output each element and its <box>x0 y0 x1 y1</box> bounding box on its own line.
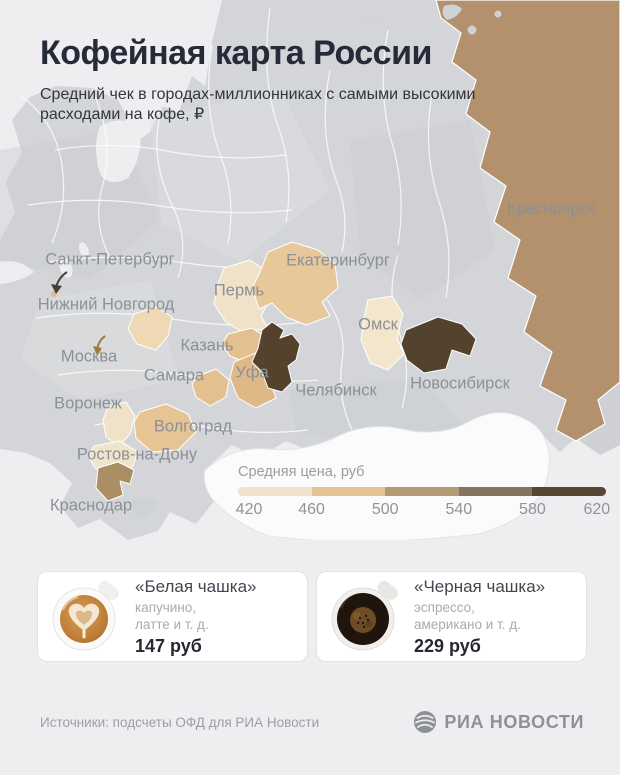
pointer-arrowhead-spb <box>51 284 62 294</box>
price-cards: «Белая чашка» капучино, латте и т. д. 14… <box>37 571 587 662</box>
city-label-rostov: Ростов-на-Дону <box>76 445 198 464</box>
pointer-arrowhead-moscow <box>93 346 102 355</box>
legend-color-swatch <box>532 487 606 496</box>
city-label-voronezh: Воронеж <box>54 394 122 413</box>
legend-tick: 580 <box>519 501 546 518</box>
island <box>467 25 477 35</box>
region-novosibirsk <box>400 316 477 374</box>
card-price: 147 руб <box>135 635 202 656</box>
kazakhstan-area <box>203 412 550 540</box>
region-omsk <box>360 295 405 371</box>
region-tone-patch <box>290 378 470 446</box>
legend-tick: 540 <box>445 501 473 518</box>
city-label-nizhny: Нижний Новгород <box>37 295 175 314</box>
city-label-perm: Пермь <box>213 281 265 300</box>
legend-tick: 420 <box>235 501 263 518</box>
region-samara <box>191 368 230 407</box>
city-label-samara: Самара <box>143 366 205 385</box>
legend-color-swatch <box>238 487 312 496</box>
subtitle-line: расходами на кофе, ₽ <box>40 106 205 123</box>
coast-bay <box>148 91 170 114</box>
city-label-novosibirsk: Новосибирск <box>410 374 510 393</box>
page-subtitle: Средний чек в городах-миллионниках с сам… <box>40 85 475 125</box>
island <box>442 4 462 21</box>
card-description: эспрессо, американо и т. д. <box>414 599 545 633</box>
region-voronezh <box>102 401 136 447</box>
region-nizhny <box>127 306 173 351</box>
footer: Источники: подсчеты ОФД для РИА Новости … <box>40 710 584 734</box>
russia-map <box>0 0 620 540</box>
card-desc-line: эспрессо, <box>414 599 475 615</box>
legend-tick: 620 <box>583 501 611 518</box>
region-krasnoyarsk <box>435 0 620 442</box>
white-cup-card: «Белая чашка» капучино, латте и т. д. 14… <box>37 571 308 662</box>
legend-color-swatch <box>311 487 386 496</box>
legend-tick: 500 <box>371 501 399 518</box>
city-label-krasnoyarsk: Красноярск <box>506 199 596 218</box>
black-cup-card: «Черная чашка» эспрессо, американо и т. … <box>316 571 587 662</box>
legend-tick: 460 <box>298 501 325 518</box>
card-title: «Белая чашка» <box>135 576 257 596</box>
city-label-kazan: Казань <box>180 336 234 355</box>
city-label-ufa: Уфа <box>235 363 269 382</box>
card-desc-line: капучино, <box>135 599 197 615</box>
legend-title: Средняя цена, руб <box>238 464 365 480</box>
city-label-moscow: Москва <box>60 347 118 366</box>
city-label-krasnodar: Краснодар <box>49 496 133 515</box>
lake-ladoga <box>59 258 73 278</box>
island <box>348 17 378 48</box>
legend-color-bar <box>238 487 606 496</box>
legend-ticks: 420 460 500 540 580 620 <box>235 501 610 521</box>
card-desc-line: американо и т. д. <box>414 616 521 632</box>
brand-name: РИА НОВОСТИ <box>444 711 584 732</box>
card-desc-line: латте и т. д. <box>135 616 209 632</box>
legend-color-swatch <box>385 487 459 496</box>
crimea-peninsula <box>131 497 158 520</box>
region-chelyabinsk <box>251 321 301 393</box>
ria-novosti-logo: РИА НОВОСТИ <box>413 710 584 734</box>
lake-onega <box>78 242 90 258</box>
city-label-volgograd: Волгоград <box>153 417 233 436</box>
gulf-of-finland <box>0 261 34 284</box>
subtitle-line: Средний чек в городах-миллионниках с сам… <box>40 86 476 103</box>
island <box>494 10 502 18</box>
region-tone-patch <box>150 88 330 262</box>
white-sea <box>96 120 141 183</box>
legend-color-swatch <box>458 487 533 496</box>
source-note: Источники: подсчеты ОФД для РИА Новости <box>40 714 320 730</box>
card-description: капучино, латте и т. д. <box>135 599 256 633</box>
card-text: «Белая чашка» капучино, латте и т. д. 14… <box>135 577 256 657</box>
latte-cup-icon <box>52 580 119 650</box>
page-title: Кофейная карта России <box>40 34 432 72</box>
region-krasnodar <box>95 461 135 502</box>
card-text: «Черная чашка» эспрессо, американо и т. … <box>414 577 545 657</box>
card-title: «Черная чашка» <box>414 576 546 596</box>
espresso-cup-icon <box>331 580 398 650</box>
ria-globe-icon <box>414 711 437 733</box>
city-label-omsk: Омск <box>358 315 398 334</box>
card-price: 229 руб <box>414 635 481 656</box>
region-volgograd <box>133 403 197 453</box>
city-label-chelyabinsk: Челябинск <box>295 381 377 400</box>
island <box>302 13 342 62</box>
header: Кофейная карта России Средний чек в горо… <box>40 34 475 125</box>
city-label-ekaterinburg: Екатеринбург <box>286 251 390 270</box>
region-tone-patch <box>350 120 495 300</box>
color-legend: Средняя цена, руб 420 460 500 540 580 62… <box>235 464 610 521</box>
region-ekaterinburg <box>251 241 339 326</box>
city-label-spb: Санкт-Петербург <box>45 250 175 269</box>
